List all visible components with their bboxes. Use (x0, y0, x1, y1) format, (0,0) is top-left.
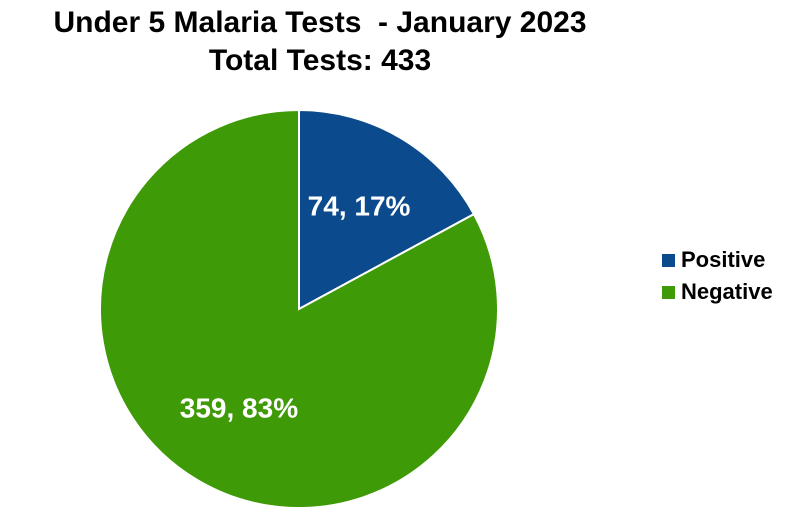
legend-swatch-negative (662, 285, 675, 299)
pie-slice-positive (298, 108, 476, 311)
pie-slice-negative (99, 108, 499, 507)
chart-title-block: Under 5 Malaria Tests - January 2023 Tota… (0, 4, 640, 80)
legend-item-negative: Negative (662, 276, 773, 308)
legend-label-negative: Negative (681, 279, 773, 304)
legend-label-positive: Positive (681, 247, 766, 272)
chart-title: Under 5 Malaria Tests - January 2023 (53, 6, 587, 39)
pie-label-positive: 74, 17% (308, 191, 411, 222)
pie-label-negative: 359, 83% (180, 392, 298, 423)
legend-swatch-positive (662, 253, 675, 267)
legend-item-positive: Positive (662, 244, 773, 276)
pie-slices (99, 108, 499, 507)
pie-labels: 74, 17% 359, 83% (180, 191, 411, 424)
chart-subtitle: Total Tests: 433 (208, 44, 432, 77)
legend: Positive Negative (662, 244, 773, 308)
